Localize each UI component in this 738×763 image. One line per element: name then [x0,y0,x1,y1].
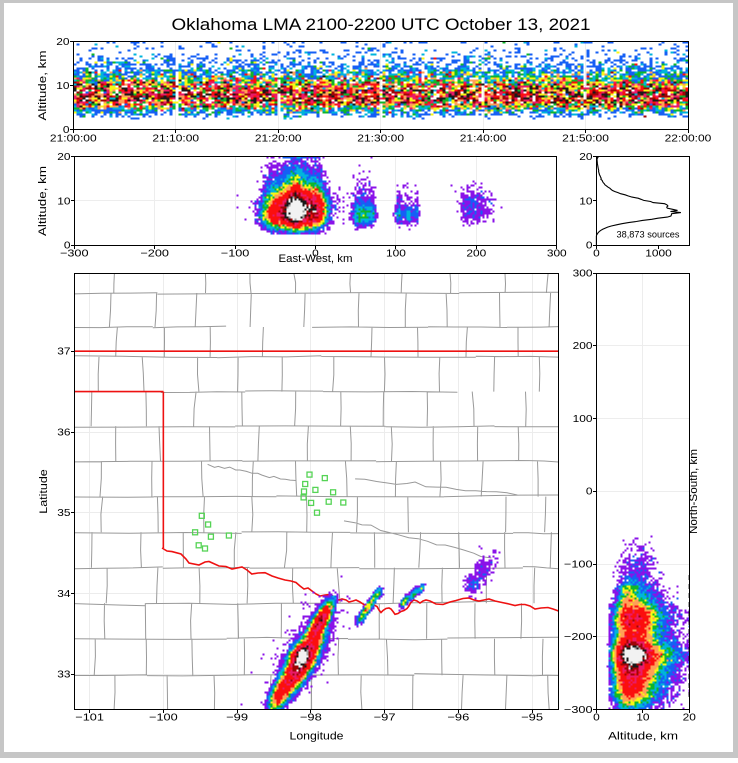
svg-text:Longitude: Longitude [290,731,344,743]
svg-text:22:00:00: 22:00:00 [665,133,712,144]
svg-text:North-South, km: North-South, km [688,449,700,534]
svg-text:300: 300 [573,268,593,279]
svg-text:1000: 1000 [645,249,672,260]
svg-text:−100: −100 [149,713,178,724]
svg-text:Altitude, km: Altitude, km [608,731,678,743]
svg-text:−101: −101 [75,713,104,724]
svg-text:0: 0 [593,713,600,724]
svg-text:200: 200 [573,341,593,352]
svg-text:−200: −200 [564,632,593,643]
svg-text:−96: −96 [447,713,469,724]
svg-text:0: 0 [64,241,71,252]
svg-text:Altitude, km: Altitude, km [37,166,49,236]
svg-text:20: 20 [683,713,696,724]
svg-text:−200: −200 [140,249,169,260]
svg-text:20: 20 [57,152,70,163]
svg-text:38,873 sources: 38,873 sources [617,230,680,240]
svg-text:37: 37 [57,347,70,358]
svg-text:34: 34 [57,589,70,600]
svg-text:Oklahoma LMA 2100-2200 UTC Oct: Oklahoma LMA 2100-2200 UTC October 13, 2… [172,16,591,34]
svg-text:10: 10 [579,196,592,207]
svg-text:21:40:00: 21:40:00 [460,133,507,144]
svg-text:−100: −100 [221,249,250,260]
svg-text:0: 0 [63,125,70,136]
svg-text:33: 33 [57,670,70,681]
svg-text:10: 10 [636,713,649,724]
svg-text:Altitude, km: Altitude, km [37,50,49,120]
svg-text:10: 10 [57,196,70,207]
svg-text:Latitude: Latitude [38,469,50,514]
svg-text:−95: −95 [521,713,543,724]
svg-text:300: 300 [547,249,567,260]
svg-text:10: 10 [56,81,69,92]
svg-text:100: 100 [573,414,593,425]
svg-text:−97: −97 [374,713,396,724]
svg-text:−300: −300 [60,249,89,260]
svg-text:East-West, km: East-West, km [279,253,353,265]
svg-text:21:00:00: 21:00:00 [50,133,97,144]
svg-text:100: 100 [386,249,406,260]
svg-text:36: 36 [57,427,70,438]
svg-text:−98: −98 [300,713,322,724]
svg-text:21:20:00: 21:20:00 [255,133,302,144]
svg-text:21:10:00: 21:10:00 [152,133,199,144]
svg-text:20: 20 [56,37,69,48]
svg-text:20: 20 [579,152,592,163]
svg-text:0: 0 [586,241,593,252]
svg-text:−100: −100 [564,559,593,570]
svg-text:0: 0 [312,249,319,260]
svg-text:0: 0 [586,487,593,498]
svg-text:−300: −300 [564,705,593,716]
svg-text:21:30:00: 21:30:00 [357,133,404,144]
svg-text:0: 0 [593,249,600,260]
svg-text:200: 200 [466,249,486,260]
svg-text:21:50:00: 21:50:00 [562,133,609,144]
svg-text:−99: −99 [226,713,248,724]
svg-text:35: 35 [57,508,70,519]
